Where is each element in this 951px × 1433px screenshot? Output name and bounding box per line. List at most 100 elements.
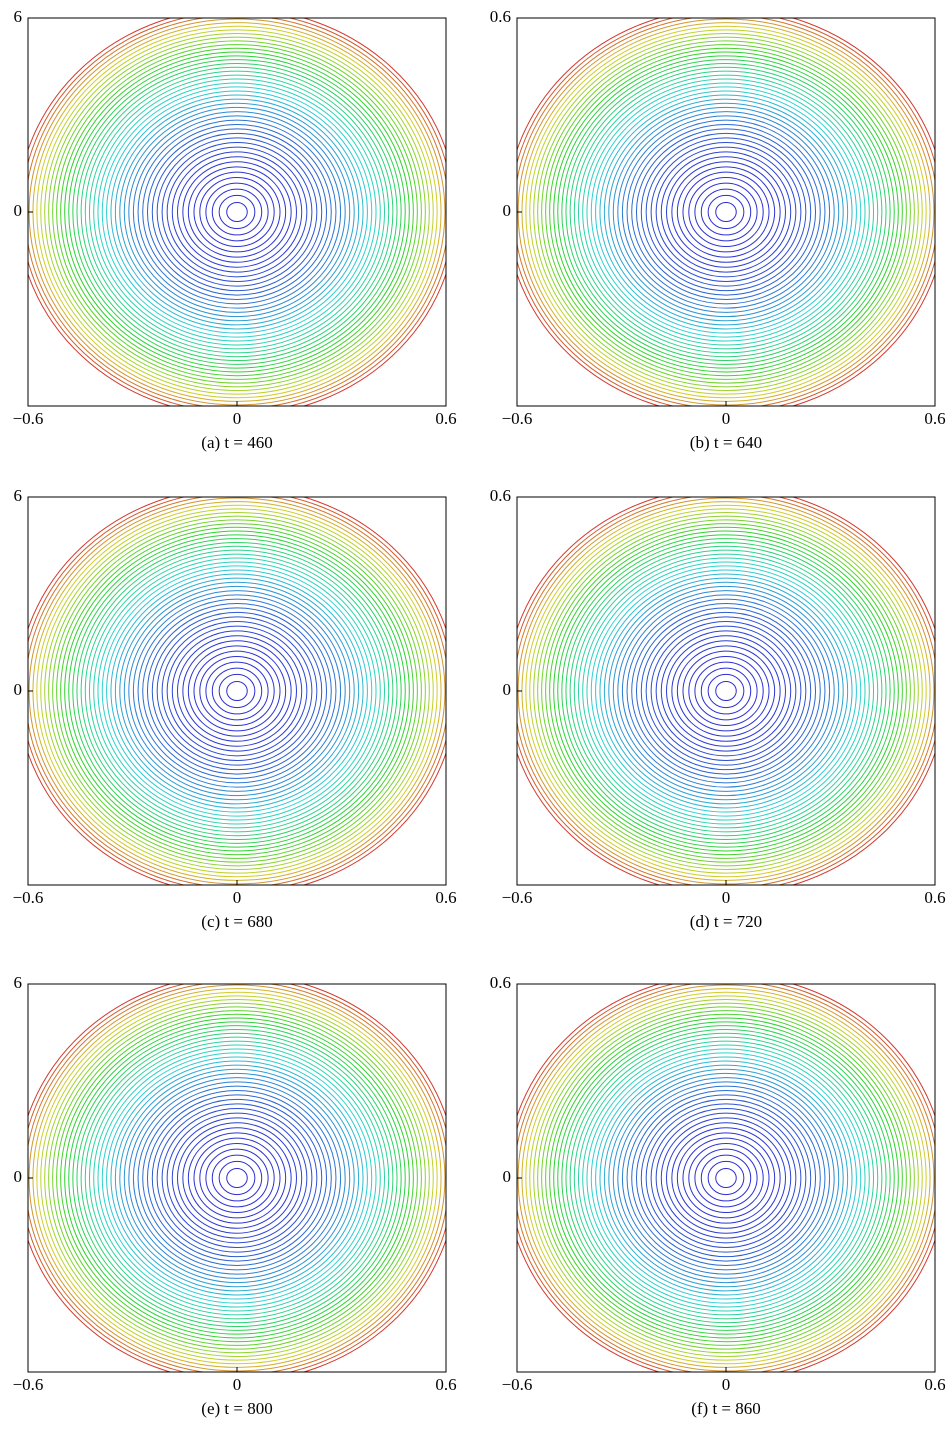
contour-line	[137, 598, 337, 784]
contour-line	[612, 585, 840, 797]
contour-line	[635, 1094, 817, 1262]
contour-line	[101, 86, 373, 338]
contour-line	[128, 111, 346, 313]
contour-line	[608, 102, 844, 322]
contour-line	[621, 115, 831, 309]
contour-line	[612, 106, 840, 318]
y-tick-label: 0	[14, 1167, 23, 1186]
contour-line	[626, 598, 826, 784]
plot-area	[517, 497, 935, 885]
contour-line	[517, 497, 935, 885]
contour-line	[64, 51, 410, 373]
contour-line	[166, 146, 308, 278]
contour-line	[28, 984, 446, 1372]
contour-line	[205, 1148, 269, 1208]
contour-line	[617, 111, 835, 313]
contour-line	[688, 1142, 764, 1214]
contour-line	[529, 995, 923, 1361]
contour-line	[52, 519, 422, 863]
contour-line	[590, 1052, 862, 1304]
contour-line	[226, 680, 248, 702]
contour-line	[199, 176, 275, 248]
x-tick-label: −0.6	[13, 409, 44, 428]
plot-area	[28, 18, 446, 406]
contour-line	[537, 36, 915, 388]
contour-line	[80, 545, 394, 837]
x-tick-label: −0.6	[13, 888, 44, 907]
contour-line	[715, 201, 737, 223]
contour-line	[577, 553, 875, 829]
contour-line	[56, 1010, 418, 1346]
contour-line	[97, 82, 377, 342]
contour-line	[586, 82, 866, 342]
contour-line	[525, 991, 927, 1365]
contour-line	[595, 90, 857, 334]
contour-line	[132, 1081, 342, 1275]
contour-line	[137, 1085, 337, 1271]
contour-line	[655, 625, 797, 757]
contour-line	[68, 55, 406, 369]
contour-line	[166, 625, 308, 757]
contour-line	[665, 156, 787, 268]
contour-line	[106, 569, 368, 813]
contour-line	[590, 565, 862, 817]
contour-line	[577, 74, 875, 350]
contour-line	[137, 119, 337, 305]
contour-line	[132, 115, 342, 309]
contour-line	[545, 44, 907, 380]
contour-line	[182, 161, 292, 263]
contour-line	[603, 577, 849, 805]
contour-line	[72, 59, 402, 365]
contour-line	[44, 512, 430, 870]
contour-line	[707, 673, 745, 709]
contour-line	[187, 166, 287, 258]
contour-line	[52, 40, 422, 384]
y-tick-label: 0	[503, 680, 512, 699]
contour-line	[573, 549, 879, 833]
contour-line	[80, 66, 394, 358]
contour-line	[608, 1068, 844, 1288]
contour-line	[553, 1017, 899, 1339]
contour-line	[635, 607, 817, 775]
y-tick-label: 0	[14, 680, 23, 699]
contour-line	[553, 530, 899, 852]
contour-line	[156, 1103, 318, 1253]
contour-line	[56, 44, 418, 380]
y-tick-label: 0	[14, 201, 23, 220]
y-tick-label: 0.6	[490, 7, 511, 26]
contour-line	[569, 1032, 883, 1324]
contour-line	[93, 557, 381, 825]
contour-line	[28, 984, 446, 1372]
plot-area	[28, 497, 446, 885]
contour-line	[128, 1077, 346, 1279]
contour-line	[660, 1117, 792, 1239]
contour-line	[187, 1132, 287, 1224]
contour-line	[565, 62, 887, 362]
contour-line	[715, 680, 737, 702]
contour-line	[60, 526, 414, 856]
contour-line	[151, 611, 323, 771]
contour-line	[176, 1122, 298, 1234]
contour-line	[28, 984, 446, 1372]
contour-line	[48, 515, 426, 867]
panel: −0.6 0 0.6 0 0.6 (b) t = 640	[490, 7, 946, 452]
contour-line	[101, 1052, 373, 1304]
contour-line	[645, 1103, 807, 1253]
contour-line	[156, 616, 318, 766]
contour-line	[211, 667, 263, 715]
contour-line	[142, 602, 332, 780]
x-tick-label: 0.6	[435, 888, 456, 907]
contour-line	[97, 1048, 377, 1308]
x-tick-label: 0	[233, 1375, 242, 1394]
contour-line	[28, 18, 446, 406]
contour-line	[199, 655, 275, 727]
y-tick-label: 6	[14, 486, 23, 505]
contour-line	[608, 581, 844, 801]
caption: (b) t = 640	[690, 433, 762, 452]
contour-line	[573, 1036, 879, 1320]
contour-line	[549, 1013, 903, 1343]
x-tick-label: 0.6	[435, 409, 456, 428]
contour-line	[569, 545, 883, 837]
contour-line	[193, 171, 281, 253]
